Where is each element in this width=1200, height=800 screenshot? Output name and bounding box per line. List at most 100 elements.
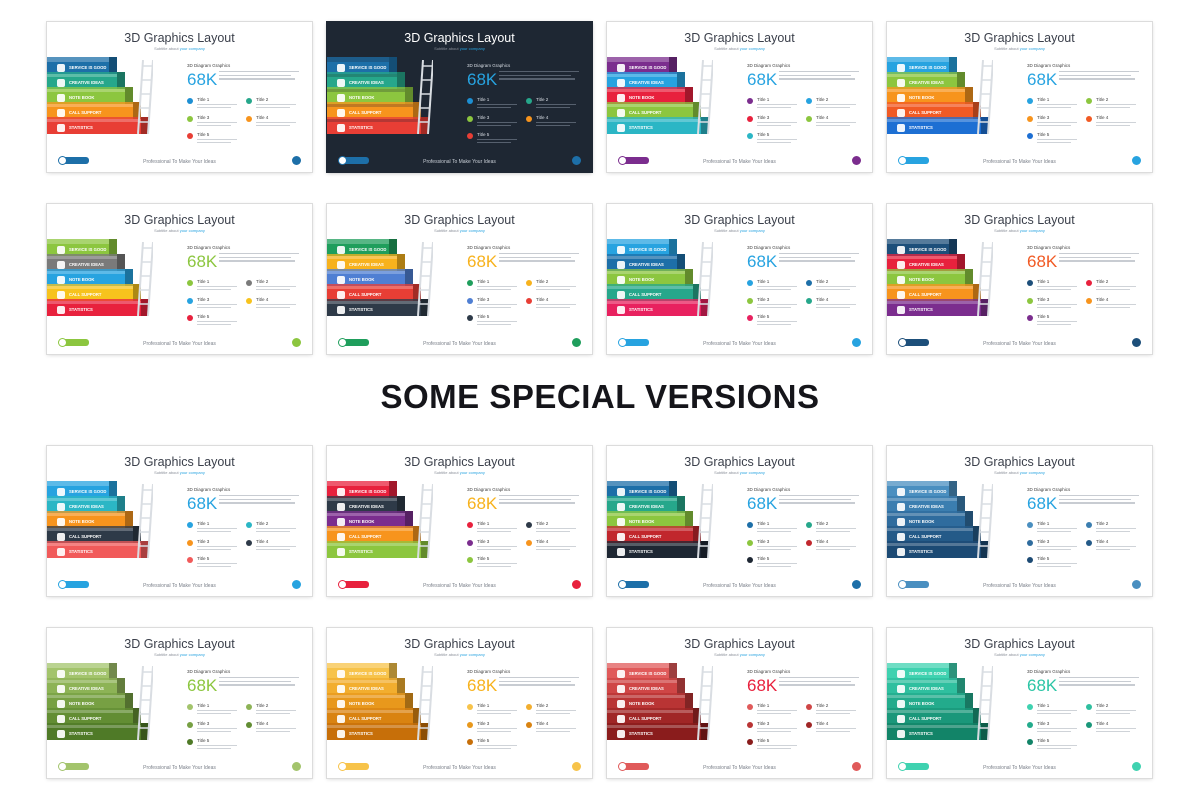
slide-footer: Professional To Make Your Ideas <box>983 583 1056 589</box>
slide-thumbnail[interactable]: 3D Graphics Layout Subtitle about your c… <box>327 628 592 778</box>
info-item: Title 5 <box>467 738 527 752</box>
stair-step-label: SERVICE IS GOOD <box>349 489 387 494</box>
info-item: Title 3 <box>467 297 527 311</box>
slide-thumbnail[interactable]: 3D Graphics Layout Subtitle about your c… <box>887 628 1152 778</box>
info-item-title: Title 1 <box>197 521 210 526</box>
slide-thumbnail[interactable]: 3D Graphics Layout Subtitle about your c… <box>327 204 592 354</box>
slide-thumbnail[interactable]: 3D Graphics Layout Subtitle about your c… <box>47 628 312 778</box>
info-item-title: Title 5 <box>1037 314 1050 319</box>
stair-step: STATISTICS <box>607 299 709 316</box>
bullet-icon <box>467 557 473 563</box>
stair-step: NOTE BOOK <box>607 269 693 286</box>
slide-footer: Professional To Make Your Ideas <box>423 583 496 589</box>
stair-step-label: SERVICE IS GOOD <box>909 247 947 252</box>
slide-thumbnail[interactable]: 3D Graphics Layout Subtitle about your c… <box>887 446 1152 596</box>
slide-subtitle: Subtitle about your company <box>994 652 1045 657</box>
stair-diagram: SERVICE IS GOOD CREATIVE IDEAS NOTE BOOK… <box>47 239 157 322</box>
slide-thumbnail[interactable]: 3D Graphics Layout Subtitle about your c… <box>607 204 872 354</box>
info-item-title: Title 2 <box>536 521 549 526</box>
big-number: 68K <box>467 494 498 513</box>
stair-step: NOTE BOOK <box>887 693 973 710</box>
slide-title: 3D Graphics Layout <box>964 455 1075 469</box>
bullet-icon <box>467 315 473 321</box>
info-item: Title 2 <box>246 97 306 111</box>
info-item-title: Title 4 <box>536 297 549 302</box>
page-number-badge <box>292 338 301 347</box>
info-item-title: Title 1 <box>197 279 210 284</box>
info-item-title: Title 4 <box>256 115 269 120</box>
info-item-title: Title 3 <box>1037 115 1050 120</box>
bullet-icon <box>1086 540 1092 546</box>
info-item-title: Title 4 <box>1096 297 1109 302</box>
stair-step-label: STATISTICS <box>349 125 373 130</box>
info-item-title: Title 1 <box>477 521 490 526</box>
idea-icon <box>337 79 345 87</box>
stair-step-label: SERVICE IS GOOD <box>69 671 107 676</box>
info-item-title: Title 3 <box>197 297 210 302</box>
info-item-title: Title 4 <box>1096 721 1109 726</box>
stair-step: STATISTICS <box>607 723 709 740</box>
stair-step: CREATIVE IDEAS <box>887 678 965 695</box>
stair-step-label: CREATIVE IDEAS <box>349 262 384 267</box>
info-item: Title 4 <box>526 539 586 553</box>
slide-footer: Professional To Make Your Ideas <box>143 765 216 771</box>
info-item: Title 1 <box>187 97 247 111</box>
stair-step: STATISTICS <box>887 541 989 558</box>
bullet-icon <box>246 722 252 728</box>
slide-thumbnail[interactable]: 3D Graphics Layout Subtitle about your c… <box>47 204 312 354</box>
info-item: Title 3 <box>1027 115 1087 129</box>
stair-step-label: CALL SUPPORT <box>349 716 382 721</box>
brand-logo <box>338 580 369 589</box>
slide-title: 3D Graphics Layout <box>124 31 235 45</box>
slide-footer: Professional To Make Your Ideas <box>703 765 776 771</box>
slide-thumbnail[interactable]: 3D Graphics Layout Subtitle about your c… <box>47 22 312 172</box>
info-item: Title 2 <box>1086 521 1146 535</box>
body-placeholder-lines <box>499 677 579 691</box>
big-number: 68K <box>187 494 218 513</box>
big-number: 68K <box>747 494 778 513</box>
bullet-icon <box>1027 98 1033 104</box>
slide-thumbnail[interactable]: 3D Graphics Layout Subtitle about your c… <box>327 446 592 596</box>
slide-thumbnail[interactable]: 3D Graphics Layout Subtitle about your c… <box>607 22 872 172</box>
slide-thumbnail[interactable]: 3D Graphics Layout Subtitle about your c… <box>327 22 592 172</box>
stair-step-label: CALL SUPPORT <box>69 716 102 721</box>
notebook-icon <box>57 276 65 284</box>
info-item: Title 1 <box>747 521 807 535</box>
bullet-icon <box>246 540 252 546</box>
page-number-badge <box>1132 338 1141 347</box>
slide-thumbnail[interactable]: 3D Graphics Layout Subtitle about your c… <box>47 446 312 596</box>
info-item: Title 4 <box>1086 539 1146 553</box>
service-icon <box>57 670 65 678</box>
info-item: Title 2 <box>806 703 866 717</box>
info-item: Title 5 <box>187 738 247 752</box>
info-item-title: Title 1 <box>477 97 490 102</box>
page-number-badge <box>292 156 301 165</box>
big-number: 68K <box>747 252 778 271</box>
ladder-icon <box>697 60 713 134</box>
stair-step: NOTE BOOK <box>887 87 973 104</box>
bullet-icon <box>806 280 812 286</box>
stair-step-label: STATISTICS <box>629 125 653 130</box>
stair-step: SERVICE IS GOOD <box>327 57 397 74</box>
stair-step: NOTE BOOK <box>607 87 693 104</box>
bullet-icon <box>187 280 193 286</box>
stair-diagram: SERVICE IS GOOD CREATIVE IDEAS NOTE BOOK… <box>607 663 717 746</box>
info-item-title: Title 2 <box>536 703 549 708</box>
service-icon <box>57 246 65 254</box>
info-item: Title 5 <box>747 556 807 570</box>
stair-step-label: STATISTICS <box>909 125 933 130</box>
slide-thumbnail[interactable]: 3D Graphics Layout Subtitle about your c… <box>887 22 1152 172</box>
stair-diagram: SERVICE IS GOOD CREATIVE IDEAS NOTE BOOK… <box>887 57 997 140</box>
slide-thumbnail[interactable]: 3D Graphics Layout Subtitle about your c… <box>887 204 1152 354</box>
slide-thumbnail[interactable]: 3D Graphics Layout Subtitle about your c… <box>607 628 872 778</box>
stair-step: CALL SUPPORT <box>887 526 981 543</box>
service-icon <box>57 488 65 496</box>
slide-subtitle: Subtitle about your company <box>154 652 205 657</box>
stair-step: NOTE BOOK <box>887 511 973 528</box>
info-item: Title 3 <box>467 721 527 735</box>
statistics-icon <box>57 124 65 132</box>
bullet-icon <box>806 522 812 528</box>
bullet-icon <box>246 298 252 304</box>
slide-thumbnail[interactable]: 3D Graphics Layout Subtitle about your c… <box>607 446 872 596</box>
stair-step: STATISTICS <box>47 117 149 134</box>
